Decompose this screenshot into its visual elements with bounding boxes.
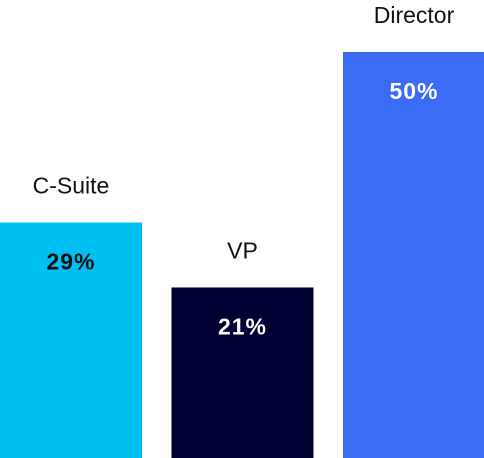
bar: [171, 287, 314, 458]
bar: [343, 52, 484, 458]
category-label: VP: [227, 238, 258, 264]
bar: [0, 222, 142, 458]
category-label: Director: [374, 2, 455, 28]
value-label: 29%: [46, 249, 95, 275]
value-label: 50%: [389, 78, 438, 104]
value-label: 21%: [218, 314, 267, 340]
category-label: C-Suite: [33, 173, 110, 199]
